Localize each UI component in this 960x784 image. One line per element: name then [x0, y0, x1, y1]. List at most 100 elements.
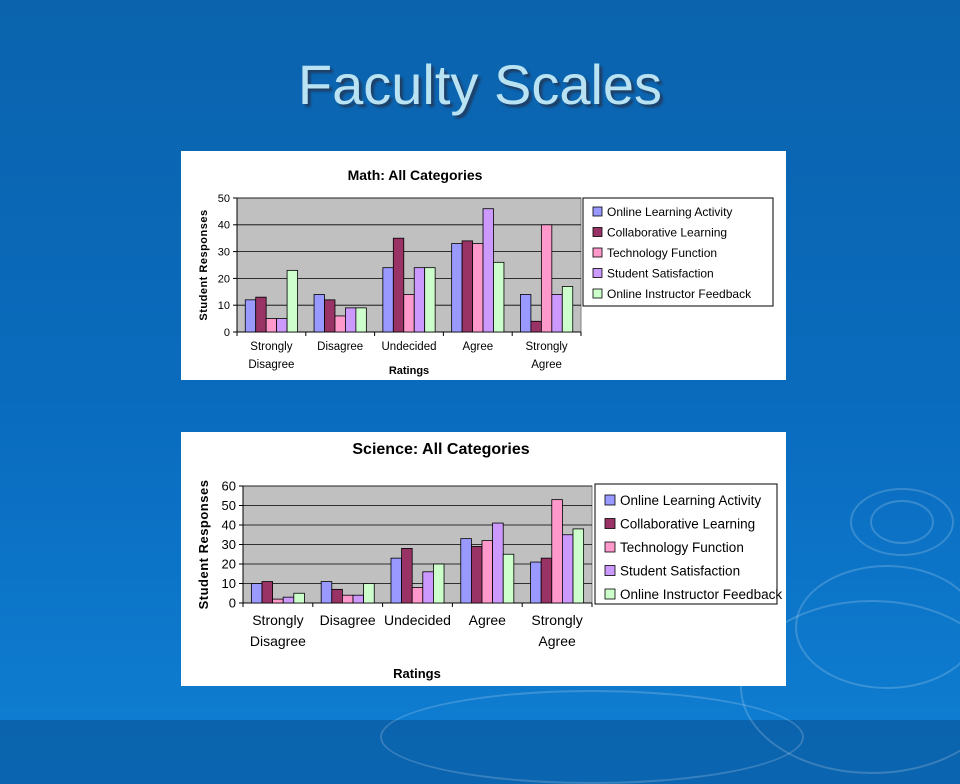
chart-title: Math: All Categories — [348, 167, 483, 183]
y-tick-label: 20 — [222, 557, 236, 572]
bar — [472, 243, 484, 333]
y-tick-label: 20 — [218, 273, 230, 285]
bar — [530, 320, 542, 333]
bar — [460, 538, 472, 604]
x-tick-label: Undecided — [382, 341, 437, 353]
science-chart-panel: Science: All Categories 0 10 20 30 40 50 60 Stro… — [181, 432, 786, 686]
bar — [530, 561, 542, 604]
bar — [551, 294, 563, 333]
bar — [265, 318, 278, 333]
bar — [320, 581, 333, 604]
y-tick-label: 50 — [218, 193, 230, 205]
legend-swatch — [592, 206, 603, 217]
legend-label: Collaborative Learning — [620, 517, 755, 532]
science-bar-chart: Science: All Categories 0 10 20 30 40 50 60 Stro… — [196, 441, 782, 681]
bar — [382, 267, 394, 333]
legend-label: Student Satisfaction — [620, 564, 740, 579]
legend-label: Collaborative Learning — [607, 226, 727, 240]
y-tick-label: 10 — [218, 300, 230, 312]
legend — [594, 483, 778, 605]
bar — [334, 315, 346, 333]
y-tick-label: 60 — [222, 479, 236, 494]
legend-label: Technology Function — [607, 246, 717, 260]
bar — [572, 528, 585, 604]
x-axis-label: Ratings — [393, 666, 441, 681]
legend-swatch — [604, 518, 616, 529]
x-axis-label: Ratings — [389, 365, 429, 377]
y-tick-label: 0 — [224, 327, 230, 339]
bar — [403, 294, 415, 333]
x-tick-label: Strongly — [250, 341, 292, 353]
bar — [392, 237, 405, 333]
bar — [352, 594, 365, 604]
y-tick-label: 30 — [222, 537, 236, 552]
y-tick-label: 40 — [218, 220, 230, 232]
bar — [363, 583, 375, 604]
bar — [562, 534, 574, 604]
legend-swatch — [592, 268, 603, 278]
bar — [551, 499, 563, 604]
bar — [493, 261, 505, 333]
x-tick-label: Strongly — [526, 341, 568, 353]
x-tick-label: Agree — [469, 612, 507, 628]
legend — [582, 197, 774, 307]
bar — [502, 553, 515, 604]
y-axis-label: Student Responses — [196, 480, 211, 610]
bar — [433, 563, 445, 604]
legend-label: Online Instructor Feedback — [607, 287, 752, 301]
bar — [331, 588, 343, 604]
bar — [355, 307, 367, 333]
chart-title: Science: All Categories — [352, 441, 529, 458]
bar — [422, 571, 434, 604]
bar — [461, 240, 473, 333]
legend-label: Technology Function — [620, 540, 744, 555]
y-tick-label: 0 — [229, 596, 236, 611]
bar — [276, 318, 288, 333]
math-bar-chart: Math: All Categories 0 10 20 30 40 50 Strongly D… — [198, 167, 774, 377]
bar — [520, 294, 532, 333]
x-tick-label: Disagree — [248, 359, 294, 371]
bar — [244, 299, 257, 333]
background-swirl — [380, 690, 804, 784]
bar — [282, 596, 295, 604]
legend-swatch — [604, 494, 616, 506]
bar — [482, 208, 494, 333]
x-tick-label: Agree — [462, 341, 493, 353]
legend-label: Online Learning Activity — [607, 205, 732, 219]
legend-swatch — [592, 227, 603, 237]
y-tick-label: 10 — [222, 576, 236, 591]
legend-swatch — [604, 588, 616, 600]
bar — [313, 294, 325, 333]
legend-swatch — [604, 541, 616, 553]
x-tick-label: Disagree — [250, 633, 306, 649]
background-swirl — [850, 488, 954, 556]
bar — [481, 540, 494, 604]
bar — [492, 522, 504, 604]
bar — [451, 243, 463, 333]
slide-title: Faculty Scales — [297, 53, 663, 116]
bar — [261, 581, 273, 604]
y-tick-label: 50 — [222, 498, 236, 513]
bar — [272, 598, 284, 604]
bar — [390, 557, 402, 604]
bar — [424, 267, 436, 333]
bar — [561, 286, 574, 333]
legend-swatch — [592, 247, 603, 258]
bar — [341, 594, 354, 604]
bar — [413, 267, 426, 333]
legend-label: Student Satisfaction — [607, 267, 714, 281]
x-tick-label: Agree — [538, 633, 576, 649]
bar — [293, 592, 305, 604]
y-tick-label: 30 — [218, 246, 230, 258]
math-chart-panel: Math: All Categories 0 10 20 30 40 50 Strongly D… — [181, 151, 786, 380]
x-tick-label: Agree — [531, 359, 562, 371]
x-tick-label: Strongly — [252, 612, 303, 628]
x-tick-label: Strongly — [531, 612, 582, 628]
bar — [411, 586, 424, 604]
x-tick-label: Disagree — [320, 612, 376, 628]
y-tick-label: 40 — [222, 518, 236, 533]
bar — [255, 296, 267, 333]
x-tick-label: Disagree — [317, 341, 363, 353]
bar — [345, 307, 357, 333]
legend-swatch — [592, 288, 603, 299]
